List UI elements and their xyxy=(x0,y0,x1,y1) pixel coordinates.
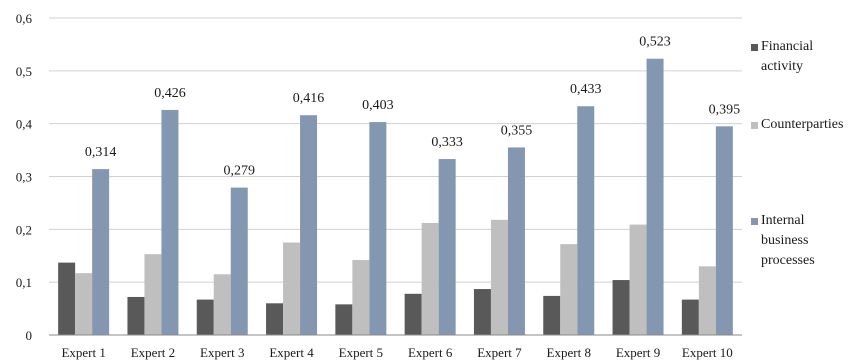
bar xyxy=(352,259,370,335)
x-tick-label: Expert 10 xyxy=(682,345,733,360)
bar xyxy=(283,242,301,335)
bar xyxy=(560,244,578,335)
bar xyxy=(196,299,214,335)
legend-swatch xyxy=(751,44,758,51)
data-label: 0,333 xyxy=(431,135,463,150)
x-tick-label: Expert 4 xyxy=(269,345,314,360)
y-tick-label: 0 xyxy=(26,328,33,343)
bar xyxy=(421,222,439,335)
x-tick-label: Expert 6 xyxy=(408,345,453,360)
bar xyxy=(698,266,716,335)
data-label: 0,355 xyxy=(501,123,533,138)
bar xyxy=(58,262,76,335)
bar xyxy=(507,147,525,335)
bar xyxy=(715,126,733,335)
bar xyxy=(75,273,93,335)
y-tick-label: 0,1 xyxy=(16,275,32,290)
bar xyxy=(438,159,456,335)
bar xyxy=(161,109,179,336)
legend-label: Financial activity xyxy=(761,39,813,74)
bar xyxy=(230,187,248,335)
bar xyxy=(543,295,561,335)
x-tick-label: Expert 8 xyxy=(547,345,591,360)
bar xyxy=(300,115,318,335)
bar xyxy=(490,219,508,335)
x-tick-label: Expert 3 xyxy=(200,345,244,360)
bar xyxy=(144,254,162,335)
bar xyxy=(646,58,664,335)
legend: Financial activity Counterparties Internal b… xyxy=(751,39,843,268)
bar xyxy=(681,299,699,335)
bar xyxy=(473,289,491,335)
data-label: 0,279 xyxy=(224,164,256,179)
y-tick-label: 0,4 xyxy=(16,117,33,132)
y-tick-label: 0,6 xyxy=(16,11,33,26)
legend-swatch xyxy=(751,122,758,129)
bars xyxy=(58,58,733,336)
bar xyxy=(577,106,595,336)
legend-swatch xyxy=(751,218,758,225)
bar xyxy=(266,303,284,335)
y-tick-label: 0,2 xyxy=(16,222,32,237)
y-axis-ticks: 0 0,1 0,2 0,3 0,4 0,5 0,6 xyxy=(16,11,33,343)
data-label: 0,523 xyxy=(639,35,671,50)
data-label: 0,433 xyxy=(570,82,602,97)
data-label: 0,426 xyxy=(154,86,186,101)
bar xyxy=(404,293,422,335)
data-label: 0,395 xyxy=(709,102,741,117)
x-tick-label: Expert 1 xyxy=(61,345,105,360)
data-label: 0,416 xyxy=(293,91,325,106)
bar xyxy=(127,296,145,335)
bar xyxy=(629,224,647,335)
data-label: 0,403 xyxy=(362,98,394,113)
data-label: 0,314 xyxy=(85,145,117,160)
x-tick-label: Expert 7 xyxy=(477,345,522,360)
bar xyxy=(92,169,110,335)
legend-label: Internal business processes xyxy=(761,213,815,268)
bar xyxy=(335,304,353,335)
x-axis: Expert 1 Expert 2 Expert 3 Expert 4 Expert 5… xyxy=(49,334,742,360)
x-tick-label: Expert 2 xyxy=(131,345,175,360)
y-tick-label: 0,5 xyxy=(16,64,32,79)
bar xyxy=(213,274,231,335)
legend-label: Counterparties xyxy=(761,117,843,132)
data-labels: 0,314 0,426 0,279 0,416 0,403 0,333 0,355 0,433… xyxy=(85,35,740,179)
bar xyxy=(612,280,630,335)
x-tick-label: Expert 5 xyxy=(339,345,383,360)
x-tick-label: Expert 9 xyxy=(616,345,660,360)
bar xyxy=(369,122,387,335)
y-tick-label: 0,3 xyxy=(16,170,32,185)
